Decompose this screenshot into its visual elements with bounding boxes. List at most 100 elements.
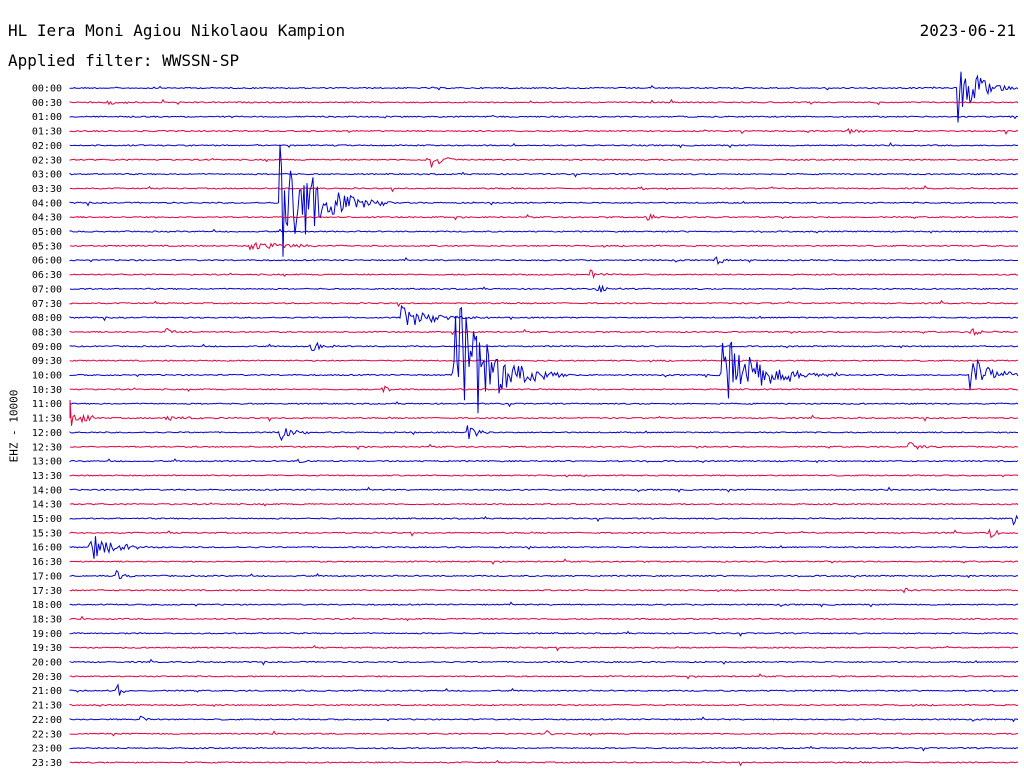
tick-label-1600: 16:00	[32, 543, 62, 554]
trace-2230	[69, 730, 1019, 737]
tick-label-1200: 12:00	[32, 428, 62, 439]
tick-label-0900: 09:00	[32, 342, 62, 353]
trace-1000	[69, 306, 1019, 414]
tick-label-1830: 18:30	[32, 614, 62, 625]
tick-label-0930: 09:30	[32, 356, 62, 367]
trace-0130	[69, 128, 1019, 135]
tick-label-1100: 11:00	[32, 399, 62, 410]
trace-1730	[69, 587, 1019, 594]
trace-0000	[69, 71, 1019, 123]
tick-label-0530: 05:30	[32, 241, 62, 252]
trace-0300	[69, 171, 1019, 178]
tick-label-2330: 23:30	[32, 758, 62, 769]
tick-label-1700: 17:00	[32, 571, 62, 582]
trace-1930	[69, 645, 1019, 652]
trace-0330	[69, 184, 1019, 193]
trace-1630	[69, 558, 1019, 565]
tick-label-1330: 13:30	[32, 471, 62, 482]
trace-1430	[69, 502, 1019, 507]
trace-1230	[69, 441, 1019, 451]
tick-label-1130: 11:30	[32, 414, 62, 425]
tick-label-1930: 19:30	[32, 643, 62, 654]
trace-1200	[69, 425, 1019, 442]
trace-1530	[69, 528, 1019, 539]
date-label: 2023-06-21	[919, 21, 1016, 40]
trace-0230	[69, 157, 1019, 168]
tick-label-2300: 23:00	[32, 744, 62, 755]
tick-label-2000: 20:00	[32, 658, 62, 669]
trace-2200	[69, 715, 1019, 723]
tick-label-2030: 20:30	[32, 672, 62, 683]
trace-0430	[69, 213, 1019, 221]
trace-1800	[69, 601, 1019, 608]
tick-label-0500: 05:00	[32, 227, 62, 238]
tick-label-1800: 18:00	[32, 600, 62, 611]
tick-label-0600: 06:00	[32, 256, 62, 267]
trace-0900	[69, 341, 1019, 352]
tick-label-1630: 16:30	[32, 557, 62, 568]
tick-label-0300: 03:00	[32, 170, 62, 181]
trace-2030	[69, 673, 1019, 680]
tick-label-1000: 10:00	[32, 371, 62, 382]
trace-2000	[69, 658, 1019, 666]
tick-label-2130: 21:30	[32, 701, 62, 712]
trace-0600	[69, 256, 1018, 266]
trace-1830	[69, 615, 1019, 622]
tick-label-2230: 22:30	[32, 729, 62, 740]
tick-label-0100: 01:00	[32, 112, 62, 123]
trace-1900	[69, 630, 1018, 637]
trace-1700	[69, 569, 1019, 580]
tick-label-1430: 14:30	[32, 500, 62, 511]
tick-label-0830: 08:30	[32, 327, 62, 338]
trace-0400	[69, 144, 1018, 257]
tick-label-0000: 00:00	[32, 84, 62, 95]
trace-0500	[69, 228, 1019, 234]
tick-label-1300: 13:00	[32, 457, 62, 468]
trace-1130	[69, 399, 1019, 426]
station-title: HL Iera Moni Agiou Nikolaou Kampion	[8, 21, 346, 40]
trace-0100	[69, 114, 1019, 120]
tick-label-0330: 03:30	[32, 184, 62, 195]
tick-label-0700: 07:00	[32, 284, 62, 295]
tick-label-0230: 02:30	[32, 155, 62, 166]
tick-label-1530: 15:30	[32, 528, 62, 539]
tick-label-1400: 14:00	[32, 485, 62, 496]
tick-label-1900: 19:00	[32, 629, 62, 640]
trace-1300	[69, 458, 1019, 464]
tick-label-0800: 08:00	[32, 313, 62, 324]
trace-0800	[69, 304, 1019, 326]
time-tick-labels: 00:00 00:30 01:00 01:30 02:00 02:30 03:00 03:30…	[32, 84, 62, 769]
trace-2300	[69, 745, 1019, 752]
trace-0730	[69, 299, 1019, 308]
tick-label-1500: 15:00	[32, 514, 62, 525]
trace-2130	[69, 703, 1019, 708]
trace-1500	[69, 514, 1019, 526]
tick-label-0200: 02:00	[32, 141, 62, 152]
filter-label: Applied filter: WWSSN-SP	[8, 51, 240, 70]
trace-1100	[69, 401, 1019, 408]
trace-0700	[69, 284, 1019, 293]
trace-0930	[69, 359, 1019, 363]
tick-label-0430: 04:30	[32, 213, 62, 224]
trace-1400	[69, 486, 1019, 493]
trace-lines	[69, 71, 1019, 767]
tick-label-0130: 01:30	[32, 127, 62, 138]
trace-1600	[69, 536, 1019, 559]
tick-label-2100: 21:00	[32, 686, 62, 697]
trace-0530	[69, 241, 1019, 251]
tick-label-0400: 04:00	[32, 198, 62, 209]
trace-0830	[69, 327, 1019, 337]
trace-0630	[69, 269, 1019, 280]
trace-2330	[69, 759, 1019, 767]
tick-label-0630: 06:30	[32, 270, 62, 281]
trace-2100	[69, 683, 1019, 696]
tick-label-0030: 00:30	[32, 98, 62, 109]
trace-1330	[69, 474, 1019, 478]
tick-label-1230: 12:30	[32, 442, 62, 453]
trace-0200	[69, 142, 1019, 149]
tick-label-2200: 22:00	[32, 715, 62, 726]
trace-1030	[69, 385, 1018, 394]
tick-label-0730: 07:30	[32, 299, 62, 310]
trace-0030	[69, 98, 1019, 106]
